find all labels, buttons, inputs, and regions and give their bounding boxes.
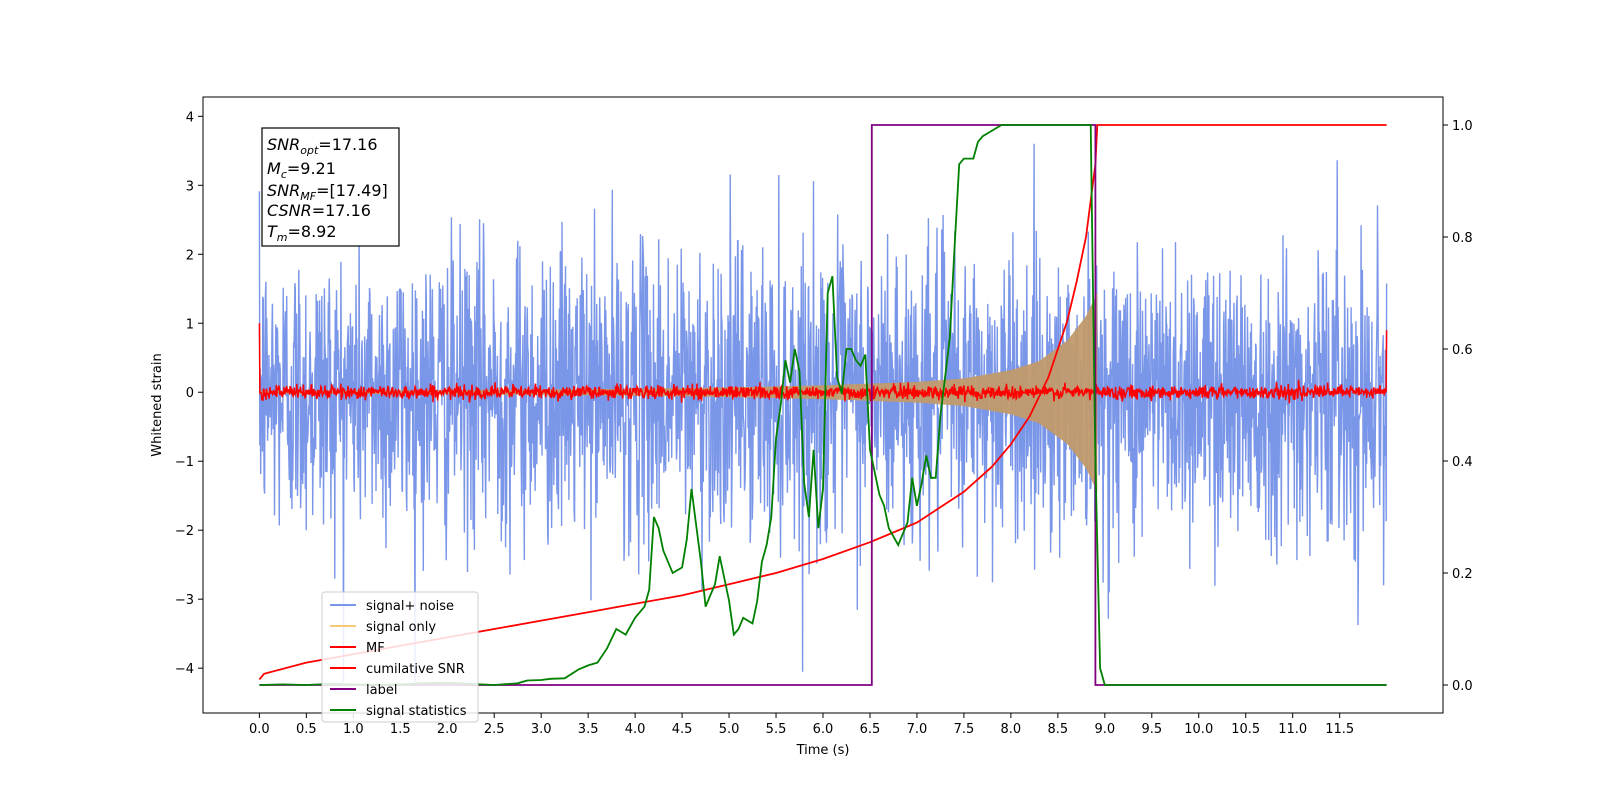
annotation-snr-opt: SNRopt=17.16 <box>267 135 378 157</box>
x-tick-label: 9.0 <box>1094 722 1115 737</box>
legend-label: MF <box>366 641 385 656</box>
x-tick-label: 11.5 <box>1325 722 1354 737</box>
mf-line <box>258 323 1388 404</box>
annotation-frame <box>261 127 400 247</box>
x-tick-label: 1.0 <box>343 722 364 737</box>
annotation-mc: Mc=9.21 <box>267 159 336 181</box>
x-tick-label: 2.0 <box>437 722 458 737</box>
x-tick-label: 2.5 <box>484 722 505 737</box>
y-tick-label: 2 <box>186 248 194 263</box>
x-tick-label: 10.0 <box>1184 722 1213 737</box>
legend-label: label <box>330 683 397 698</box>
x-axis: 0.0 0.5 1.0 1.5 2.0 2.5 3.0 3.5 4.0 4.5 5.0 5.5 6.0 6… <box>249 713 1354 737</box>
x-tick-label: 3.0 <box>531 722 552 737</box>
legend-mf: MF <box>330 641 385 656</box>
legend-label: label <box>366 683 397 698</box>
y2-tick-label: 1.0 <box>1452 119 1473 134</box>
annotation-tm: Tm=8.92 <box>267 222 337 244</box>
legend-label: signal statistics <box>366 704 467 719</box>
y-tick-label: −3 <box>175 593 194 608</box>
legend-label: signal+ noise <box>366 599 454 614</box>
x-tick-label: 8.0 <box>1001 722 1022 737</box>
y2-tick-label: 0.0 <box>1452 679 1473 694</box>
x-tick-label: 5.0 <box>719 722 740 737</box>
y-tick-label: −1 <box>175 455 194 470</box>
legend-signal-only: signal only <box>330 620 436 635</box>
x-tick-label: 10.5 <box>1231 722 1260 737</box>
legend-frame <box>321 591 479 723</box>
legend-label: cumilative SNR <box>366 662 465 677</box>
y-axis-right: 0.0 0.2 0.4 0.6 0.8 1.0 <box>1443 119 1473 694</box>
x-tick-label: 0.0 <box>249 722 270 737</box>
y2-tick-label: 0.6 <box>1452 343 1473 358</box>
signal-noise-line <box>258 143 1388 683</box>
x-tick-label: 4.5 <box>672 722 693 737</box>
y2-tick-label: 0.8 <box>1452 231 1473 246</box>
y-tick-label: 0 <box>186 386 194 401</box>
annotation-snr-mf: SNRMF=[17.49] <box>267 181 388 203</box>
annotation-csnr: CSNR=17.16 <box>267 201 371 220</box>
x-tick-label: 1.5 <box>390 722 411 737</box>
x-tick-label: 4.0 <box>625 722 646 737</box>
legend-cumulative-snr: cumilative SNR <box>330 662 465 677</box>
legend: signal+ noise signal only MF cumilative SNR… <box>321 591 479 723</box>
x-tick-label: 9.5 <box>1141 722 1162 737</box>
x-tick-label: 8.5 <box>1048 722 1069 737</box>
x-tick-label: 0.5 <box>296 722 317 737</box>
y2-tick-label: 0.2 <box>1452 567 1473 582</box>
x-tick-label: 3.5 <box>578 722 599 737</box>
y-tick-label: 3 <box>186 179 194 194</box>
y-axis-label: Whitened strain <box>150 353 165 456</box>
signal-statistics-line <box>259 124 1387 686</box>
y-tick-label: −4 <box>175 662 194 677</box>
x-tick-label: 7.0 <box>907 722 928 737</box>
x-axis-label: Time (s) <box>796 743 850 758</box>
y-tick-label: 4 <box>186 110 194 125</box>
series-mf <box>258 323 1388 404</box>
y-tick-label: −2 <box>175 524 194 539</box>
series-signal-noise <box>258 143 1388 683</box>
legend-items: signal+ noise signal only MF cumilative SNR… <box>330 599 467 719</box>
x-tick-label: 11.0 <box>1278 722 1307 737</box>
y-axis-left: −4 −3 −2 −1 0 1 2 3 4 <box>175 110 203 677</box>
legend-label: signal only <box>366 620 436 635</box>
y-tick-label: 1 <box>186 317 194 332</box>
legend-signal-statistics: signal statistics <box>330 704 467 719</box>
x-tick-label: 5.5 <box>766 722 787 737</box>
annotation-box: SNRopt=17.16 Mc=9.21 SNRMF=[17.49] CSNR=… <box>261 127 400 247</box>
x-tick-label: 6.5 <box>860 722 881 737</box>
legend-signal-noise: signal+ noise <box>330 599 454 614</box>
x-tick-label: 6.0 <box>813 722 834 737</box>
x-tick-label: 7.5 <box>954 722 975 737</box>
y2-tick-label: 0.4 <box>1452 455 1473 470</box>
